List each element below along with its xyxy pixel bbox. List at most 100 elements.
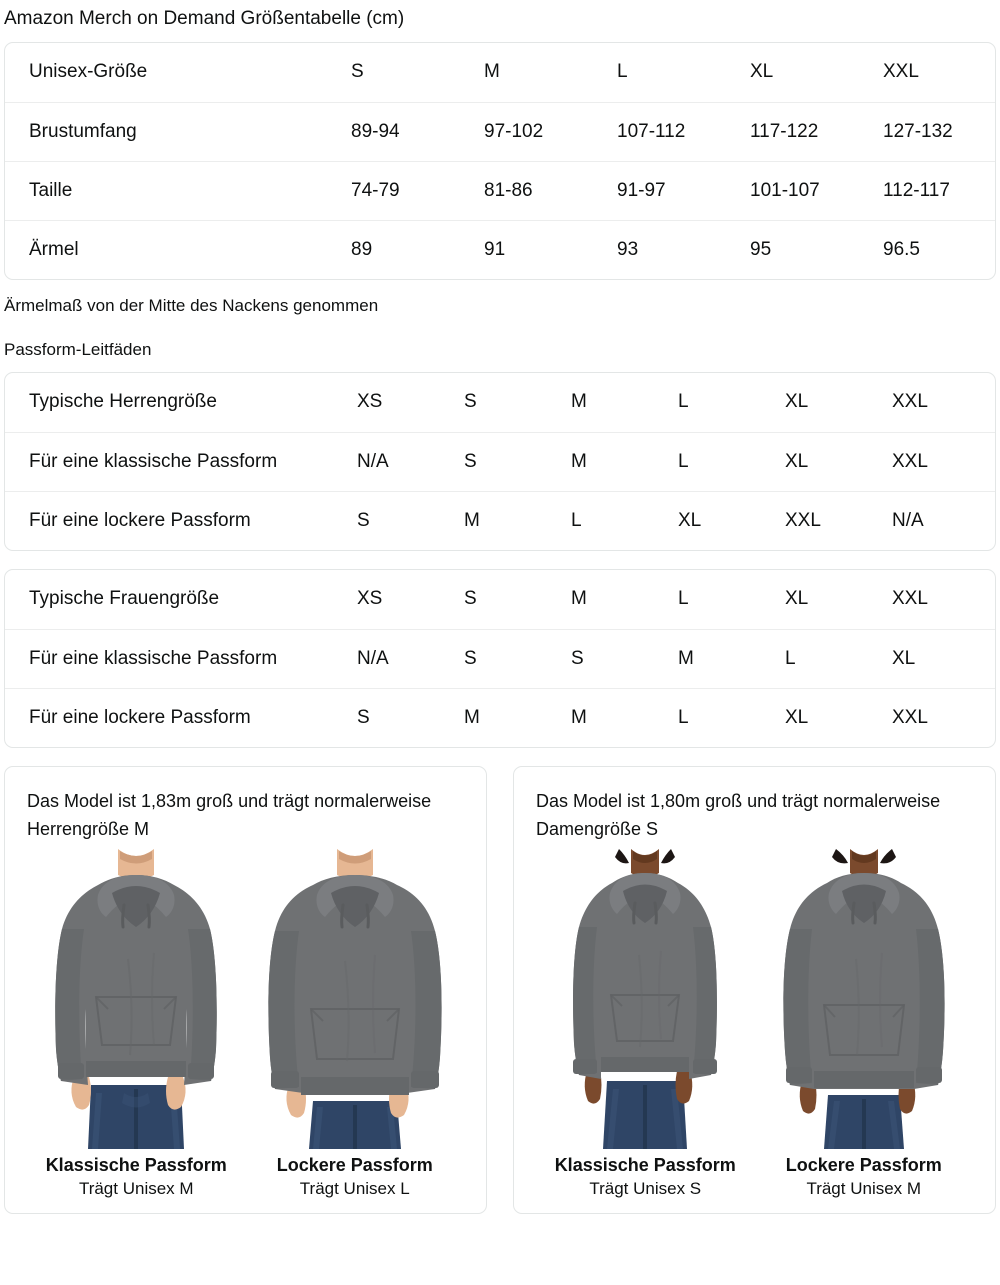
- row-label-waist: Taille: [5, 160, 351, 220]
- row-label-typical-mens-size: Typische Herrengröße: [29, 391, 217, 413]
- page-title: Amazon Merch on Demand Größentabelle (cm…: [4, 8, 405, 29]
- female-loose-fit-figure: Lockere Passform Trägt Unisex M: [755, 849, 974, 1199]
- cell-womens-loose-0: S: [357, 687, 464, 747]
- cell-womens-classic-4: L: [785, 628, 892, 688]
- female-classic-fit-label: Klassische Passform: [554, 1155, 736, 1175]
- cell-womens-typical-2: M: [571, 588, 587, 610]
- cell-waist-s: 74-79: [351, 160, 484, 220]
- column-header-l: L: [617, 61, 628, 83]
- cell-womens-loose-2: M: [571, 687, 678, 747]
- row-label-sleeve: Ärmel: [5, 219, 351, 279]
- cell-waist-xl: 101-107: [750, 160, 883, 220]
- cell-mens-loose-5: N/A: [892, 490, 995, 550]
- cell-waist-xxl: 112-117: [883, 160, 995, 220]
- cell-mens-typical-2: M: [571, 391, 587, 413]
- unisex-size-table: Unisex-Größe S M L XL XXL Brustumfang 89…: [4, 42, 996, 280]
- cell-mens-typical-0: XS: [357, 391, 383, 413]
- cell-mens-classic-2: M: [571, 431, 678, 491]
- cell-mens-classic-4: XL: [785, 431, 892, 491]
- cell-womens-loose-5: XXL: [892, 687, 995, 747]
- male-classic-fit-label: Klassische Passform: [45, 1155, 227, 1175]
- cell-womens-classic-5: XL: [892, 628, 995, 688]
- female-loose-hoodie-illustration: [783, 849, 945, 1149]
- cell-sleeve-s: 89: [351, 219, 484, 279]
- table-row: Ärmel 89 91 93 95 96.5: [5, 219, 995, 279]
- cell-mens-classic-0: N/A: [357, 431, 464, 491]
- cell-womens-typical-0: XS: [357, 588, 383, 610]
- cell-mens-classic-1: S: [464, 431, 571, 491]
- female-figures: Klassische Passform Trägt Unisex S: [536, 849, 973, 1199]
- female-model-card: Das Model ist 1,80m groß und trägt norma…: [513, 766, 996, 1214]
- cell-mens-typical-5: XXL: [892, 391, 928, 413]
- fit-guides-title: Passform-Leitfäden: [4, 340, 152, 359]
- male-loose-fit-label: Lockere Passform: [276, 1155, 433, 1175]
- sleeve-measurement-note: Ärmelmaß von der Mitte des Nackens genom…: [4, 296, 379, 315]
- row-label-typical-womens-size: Typische Frauengröße: [29, 588, 220, 610]
- column-header-m: M: [484, 61, 500, 83]
- cell-sleeve-l: 93: [617, 219, 750, 279]
- cell-chest-m: 97-102: [484, 101, 617, 161]
- cell-waist-l: 91-97: [617, 160, 750, 220]
- male-model-card: Das Model ist 1,83m groß und trägt norma…: [4, 766, 487, 1214]
- cell-womens-classic-3: M: [678, 628, 785, 688]
- cell-womens-classic-1: S: [464, 628, 571, 688]
- column-header-xxl: XXL: [883, 61, 919, 83]
- table-row-header: Typische Frauengröße XS S M L XL XXL: [5, 570, 995, 629]
- cell-womens-loose-1: M: [464, 687, 571, 747]
- cell-mens-classic-5: XXL: [892, 431, 995, 491]
- male-loose-fit-figure: Lockere Passform Trägt Unisex L: [246, 849, 465, 1199]
- cell-womens-typical-3: L: [678, 588, 689, 610]
- female-model-caption: Das Model ist 1,80m groß und trägt norma…: [536, 791, 941, 839]
- female-classic-fit-figure: Klassische Passform Trägt Unisex S: [536, 849, 755, 1199]
- column-header-unisex-size: Unisex-Größe: [29, 61, 148, 83]
- cell-mens-loose-2: L: [571, 490, 678, 550]
- male-classic-fit-sublabel: Trägt Unisex M: [78, 1179, 194, 1198]
- cell-waist-m: 81-86: [484, 160, 617, 220]
- female-loose-fit-sublabel: Trägt Unisex M: [806, 1179, 922, 1198]
- cell-mens-classic-3: L: [678, 431, 785, 491]
- male-figures: Klassische Passform Trägt Unisex M: [27, 849, 464, 1199]
- column-header-xl: XL: [750, 61, 774, 83]
- table-row: Für eine klassische Passform N/A S S M L…: [5, 628, 995, 688]
- cell-mens-loose-4: XXL: [785, 490, 892, 550]
- cell-mens-loose-0: S: [357, 490, 464, 550]
- cell-mens-typical-4: XL: [785, 391, 809, 413]
- cell-womens-typical-4: XL: [785, 588, 809, 610]
- cell-mens-loose-3: XL: [678, 490, 785, 550]
- table-row-header: Typische Herrengröße XS S M L XL XXL: [5, 373, 995, 432]
- table-row: Für eine klassische Passform N/A S M L X…: [5, 431, 995, 491]
- male-model-caption: Das Model ist 1,83m groß und trägt norma…: [27, 791, 432, 839]
- male-loose-fit-sublabel: Trägt Unisex L: [299, 1179, 410, 1198]
- model-cards: Das Model ist 1,83m groß und trägt norma…: [4, 766, 996, 1214]
- cell-womens-typical-5: XXL: [892, 588, 928, 610]
- cell-chest-l: 107-112: [617, 101, 750, 161]
- female-classic-hoodie-illustration: [573, 849, 718, 1149]
- row-label-womens-loose-fit: Für eine lockere Passform: [5, 687, 357, 747]
- male-loose-hoodie-illustration: [268, 849, 442, 1149]
- table-row: Für eine lockere Passform S M L XL XXL N…: [5, 490, 995, 550]
- cell-chest-xxl: 127-132: [883, 101, 995, 161]
- male-classic-hoodie-image: [27, 849, 246, 1149]
- table-row: Brustumfang 89-94 97-102 107-112 117-122…: [5, 101, 995, 161]
- female-loose-hoodie-image: [755, 849, 974, 1149]
- mens-fit-table: Typische Herrengröße XS S M L XL XXL Für…: [4, 372, 996, 551]
- table-row: Taille 74-79 81-86 91-97 101-107 112-117: [5, 160, 995, 220]
- table-row-header: Unisex-Größe S M L XL XXL: [5, 43, 995, 102]
- cell-mens-typical-1: S: [464, 391, 477, 413]
- male-classic-fit-figure: Klassische Passform Trägt Unisex M: [27, 849, 246, 1199]
- row-label-womens-classic-fit: Für eine klassische Passform: [5, 628, 357, 688]
- table-row: Für eine lockere Passform S M M L XL XXL: [5, 687, 995, 747]
- row-label-chest: Brustumfang: [5, 101, 351, 161]
- cell-womens-typical-1: S: [464, 588, 477, 610]
- row-label-mens-classic-fit: Für eine klassische Passform: [5, 431, 357, 491]
- female-loose-fit-label: Lockere Passform: [785, 1155, 942, 1175]
- column-header-s: S: [351, 61, 364, 83]
- cell-womens-loose-4: XL: [785, 687, 892, 747]
- cell-sleeve-m: 91: [484, 219, 617, 279]
- cell-mens-typical-3: L: [678, 391, 689, 413]
- cell-womens-classic-2: S: [571, 628, 678, 688]
- cell-sleeve-xl: 95: [750, 219, 883, 279]
- row-label-mens-loose-fit: Für eine lockere Passform: [5, 490, 357, 550]
- cell-mens-loose-1: M: [464, 490, 571, 550]
